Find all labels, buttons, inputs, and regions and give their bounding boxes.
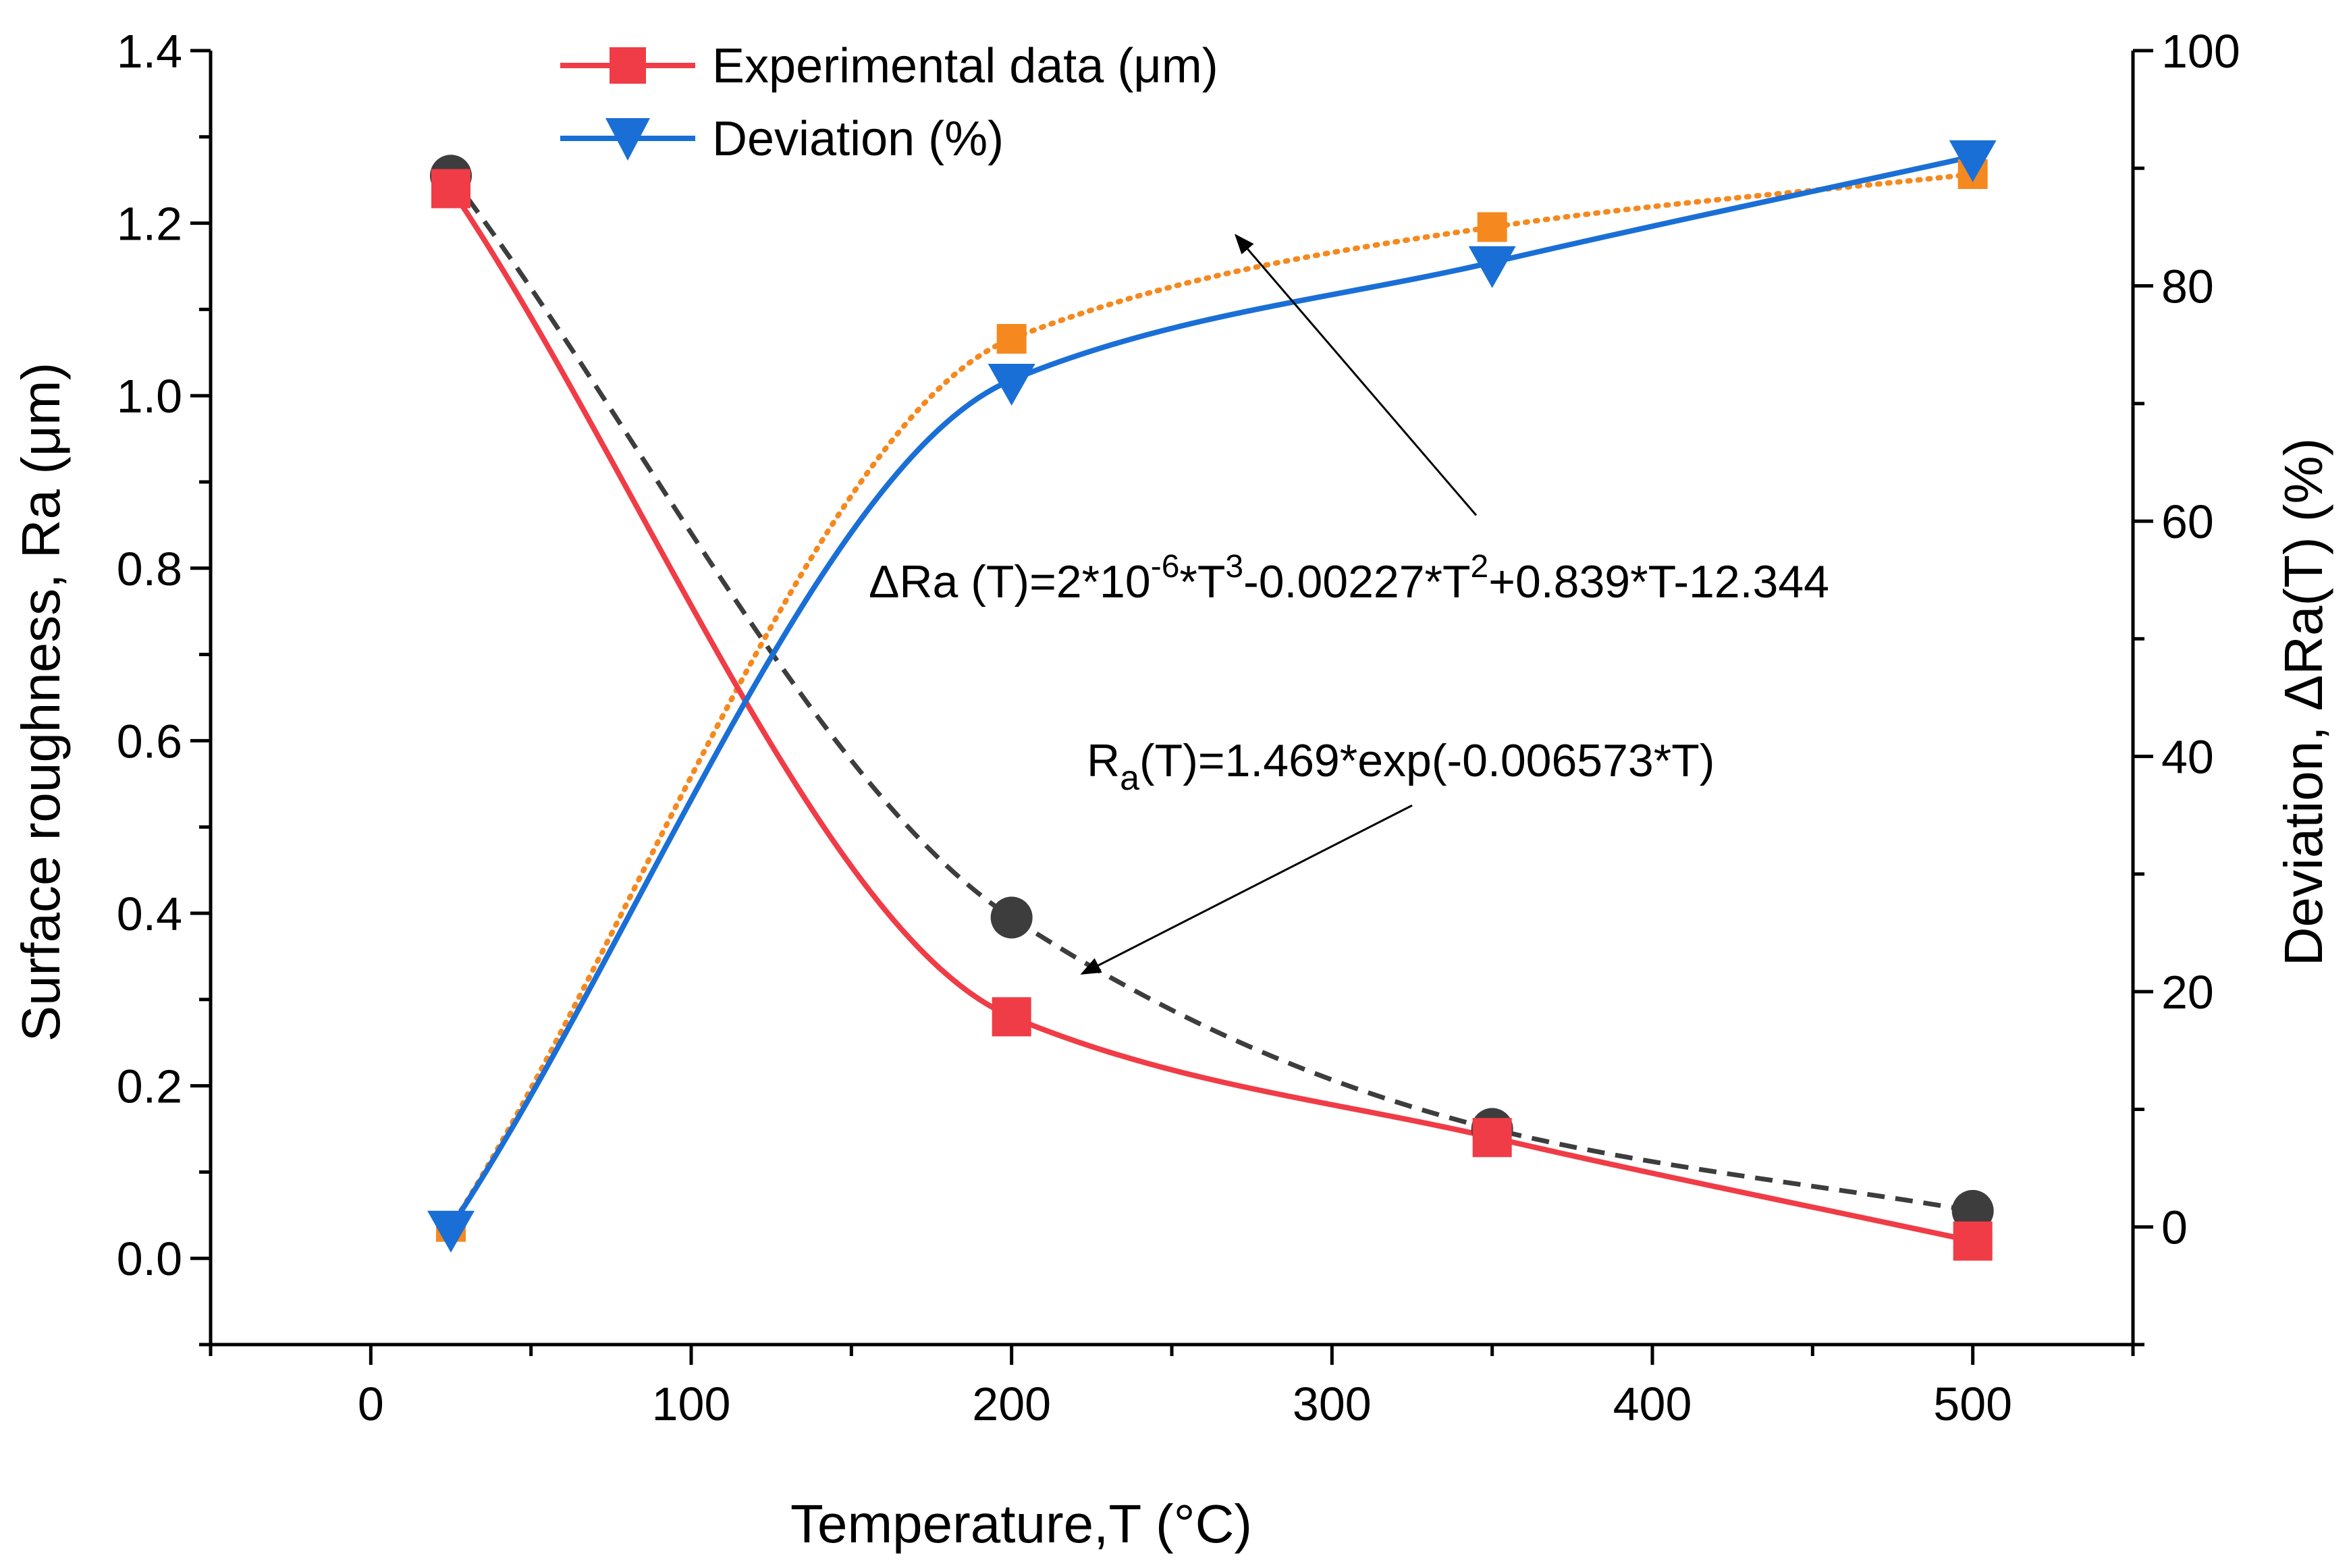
y-right-tick-label: 80 bbox=[2161, 261, 2214, 313]
experimental-data-m-square-marker bbox=[1953, 1221, 1993, 1261]
y-left-tick-label: 1.0 bbox=[117, 370, 182, 423]
y-left-tick-label: 1.2 bbox=[117, 198, 182, 250]
delta-ra-eq-exponent: 2 bbox=[1471, 549, 1489, 585]
x-tick-label: 400 bbox=[1613, 1378, 1692, 1430]
x-ticks: 0 100 200 300 400 500 bbox=[209, 1345, 2135, 1430]
y-right-tick-label: 100 bbox=[2161, 25, 2240, 78]
ra-fit-equation: Ra(T)=1.469*exp(-0.006573*T) bbox=[1087, 735, 1714, 798]
fit-lines bbox=[448, 171, 1976, 1230]
x-tick-label: 200 bbox=[972, 1378, 1051, 1430]
markers bbox=[427, 140, 1997, 1261]
deviation-fit-points-square-marker bbox=[996, 323, 1027, 354]
delta-ra-equation: ΔRa (T)=2*10-6*T3-0.00227*T2+0.839*T-12.… bbox=[869, 549, 1829, 607]
y-right-ticks: 0 20 40 60 80 100 bbox=[2133, 25, 2240, 1347]
y-left-tick-label: 0.8 bbox=[117, 543, 182, 595]
delta-ra-eq-part: *T bbox=[1179, 556, 1225, 607]
deviation-triangle-marker bbox=[988, 363, 1035, 406]
x-axis-title: Temperature,T (°C) bbox=[790, 1494, 1252, 1554]
legend-square-marker-icon bbox=[610, 47, 646, 84]
deviation-triangle-marker bbox=[1468, 246, 1516, 288]
y-right-tick-label: 20 bbox=[2161, 966, 2214, 1019]
deviation-line bbox=[448, 153, 1974, 1228]
y-right-axis-title: Deviation, ΔRa(T) (%) bbox=[2273, 438, 2333, 966]
x-tick-label: 500 bbox=[1933, 1378, 2012, 1430]
ra-eq-part: (T)=1.469*exp(-0.006573*T) bbox=[1139, 735, 1714, 786]
ra-fit-points-circle-marker bbox=[1951, 1189, 1994, 1232]
deviation-polynomial-fit-line bbox=[448, 171, 1976, 1230]
delta-ra-eq-part: +0.839*T-12.344 bbox=[1488, 556, 1829, 607]
experimental-data-m-line bbox=[448, 187, 1974, 1244]
delta-ra-eq-exponent: -6 bbox=[1151, 549, 1180, 585]
ra-fit-points-circle-marker bbox=[990, 896, 1033, 939]
x-tick-label: 100 bbox=[652, 1378, 731, 1430]
data-lines bbox=[448, 153, 1974, 1244]
y-left-ticks: 0.0 0.2 0.4 0.6 0.8 1.0 1.2 1.4 bbox=[117, 25, 211, 1347]
y-right-tick-label: 40 bbox=[2161, 731, 2214, 784]
y-left-tick-label: 0.6 bbox=[117, 715, 182, 767]
ra-eq-part: R bbox=[1087, 735, 1120, 786]
deviation-triangle-marker bbox=[427, 1210, 475, 1253]
x-tick-label: 0 bbox=[358, 1378, 384, 1430]
delta-ra-eq-part: ΔRa (T)=2*10 bbox=[869, 556, 1151, 607]
ra-fit-annotation-arrow bbox=[1080, 804, 1413, 975]
axes: 0 100 200 300 400 500 0.00.20.40.60.81.01.21.… bbox=[117, 25, 2240, 1430]
legend-label-experimental: Experimental data (μm) bbox=[712, 39, 1218, 93]
delta-ra-annotation-arrow bbox=[1234, 234, 1478, 516]
annotations: ΔRa (T)=2*10-6*T3-0.00227*T2+0.839*T-12.… bbox=[869, 234, 1829, 975]
y-left-tick-label: 0.2 bbox=[117, 1060, 182, 1113]
y-left-tick-label: 0.4 bbox=[117, 888, 182, 940]
y-left-axis-title: Surface roughness, Ra (μm) bbox=[11, 362, 71, 1042]
experimental-data-m-square-marker bbox=[431, 169, 470, 209]
y-left-tick-label: 0.0 bbox=[117, 1233, 182, 1285]
legend-triangle-down-marker-icon bbox=[605, 118, 650, 161]
y-left-tick-label: 1.4 bbox=[117, 25, 182, 78]
legend-entry-deviation: Deviation (%) bbox=[560, 112, 1004, 166]
ra-exponential-fit-line bbox=[449, 174, 1974, 1214]
deviation-triangle-marker bbox=[1949, 140, 1997, 182]
ra-eq-subscript: a bbox=[1120, 759, 1139, 798]
legend-entry-experimental: Experimental data (μm) bbox=[560, 39, 1218, 93]
y-right-tick-label: 60 bbox=[2161, 495, 2214, 548]
x-tick-label: 300 bbox=[1293, 1378, 1372, 1430]
deviation-fit-points-square-marker bbox=[1477, 212, 1507, 242]
experimental-data-m-square-marker bbox=[1472, 1118, 1512, 1158]
legend: Experimental data (μm) Deviation (%) bbox=[560, 39, 1218, 166]
delta-ra-eq-part: -0.00227*T bbox=[1243, 556, 1470, 607]
experimental-data-m-square-marker bbox=[992, 997, 1031, 1037]
delta-ra-eq-exponent: 3 bbox=[1225, 549, 1243, 585]
legend-label-deviation: Deviation (%) bbox=[712, 112, 1004, 166]
y-right-tick-label: 0 bbox=[2161, 1201, 2188, 1254]
